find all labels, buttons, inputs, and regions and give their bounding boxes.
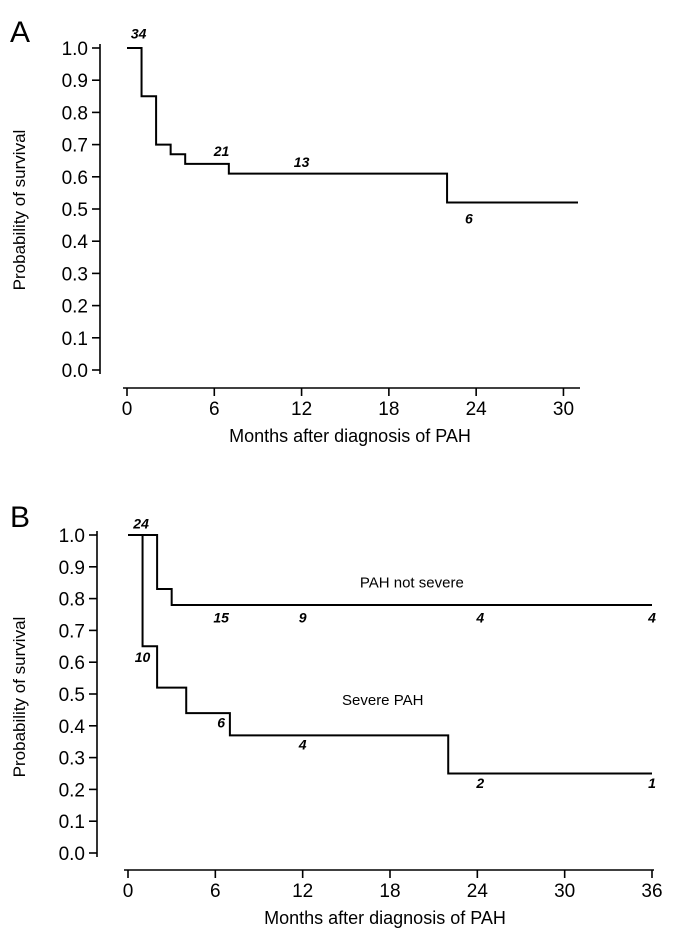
panel-a-x-tick-label: 24 [466, 399, 488, 420]
panel-b-y-tick-label: 0.7 [59, 621, 85, 642]
panel-a-x-tick-label: 30 [553, 399, 574, 420]
panel-b-y-tick-label: 0.2 [59, 780, 85, 801]
panel-b-x-axis-title: Months after diagnosis of PAH [264, 908, 506, 928]
panel-b-at-risk-label: 4 [647, 609, 656, 625]
panel-a-curves [127, 47, 578, 204]
panel-a-y-tick-label: 0.7 [62, 136, 88, 157]
panel-b-at-risk-label: 4 [475, 609, 484, 625]
panel-a-x-tick-label: 12 [291, 399, 312, 420]
panel-b: B Probability of survival Months after d… [10, 501, 663, 928]
panel-b-at-risk-label: 10 [135, 649, 151, 665]
panel-b-x-tick-label: 36 [641, 881, 662, 902]
panel-b-y-tick-label: 0.3 [59, 749, 85, 770]
panel-b-at-risk-label: 15 [213, 609, 229, 625]
panel-b-at-risk-label: 1 [648, 775, 656, 791]
panel-a-at-risk-label: 6 [465, 210, 473, 226]
panel-a-y-tick-label: 0.0 [62, 361, 88, 382]
panel-a-x-tick-label: 6 [209, 399, 220, 420]
panel-b-at-risk-label: 2 [475, 775, 484, 791]
panel-b-series-label-pah-not-severe: PAH not severe [360, 574, 464, 591]
panel-b-series-label-severe-pah: Severe PAH [342, 692, 423, 709]
panel-a-y-tick-label: 1.0 [62, 39, 88, 60]
panel-b-at-risk-label: 4 [298, 737, 307, 753]
panel-a-letter: A [10, 16, 30, 49]
panel-a-y-tick-label: 0.5 [62, 200, 88, 221]
panel-b-x-tick-label: 24 [467, 881, 489, 902]
panel-b-curves: PAH not severe Severe PAH [128, 534, 652, 775]
panel-a-y-tick-label: 0.9 [62, 71, 88, 92]
panel-a: A Probability of survival Months after d… [10, 16, 580, 446]
panel-a-y-tick-label: 0.4 [62, 232, 89, 253]
panel-a-at-risk-label: 13 [294, 154, 310, 170]
panel-b-x-tick-label: 6 [210, 881, 221, 902]
panel-b-at-risk-label: 9 [299, 609, 307, 625]
panel-a-at-risk-label: 34 [131, 25, 147, 41]
panel-b-at-risk-label: 24 [132, 516, 149, 532]
panel-a-y-tick-label: 0.2 [62, 297, 88, 318]
panel-a-y-tick-label: 0.1 [62, 329, 88, 350]
panel-b-survival-curve-pah-not-severe [128, 534, 652, 606]
panel-b-at-risk-label: 6 [217, 714, 225, 730]
panel-a-y-tick-label: 0.6 [62, 168, 88, 189]
panel-a-axes: 0.0 0.1 0.2 0.3 0.4 0.5 0.6 0.7 0.8 0.9 1.0 0 6 12 18 2… [62, 39, 580, 420]
panel-b-x-tick-label: 30 [554, 881, 575, 902]
panel-b-y-tick-label: 1.0 [59, 526, 85, 547]
panel-b-y-tick-label: 0.1 [59, 812, 85, 833]
panel-a-y-tick-label: 0.8 [62, 103, 88, 124]
panel-b-y-tick-label: 0.6 [59, 653, 85, 674]
panel-a-x-axis-title: Months after diagnosis of PAH [229, 426, 471, 446]
panel-b-y-axis-title: Probability of survival [10, 617, 29, 778]
panel-a-annotations: 34 21 13 6 [131, 25, 473, 226]
panel-b-x-tick-label: 12 [292, 881, 313, 902]
panel-a-survival-curve-overall [127, 47, 578, 204]
panel-a-y-axis-title: Probability of survival [10, 130, 29, 291]
panel-a-x-tick-label: 18 [378, 399, 399, 420]
panel-b-x-tick-label: 0 [123, 881, 134, 902]
panel-b-survival-curve-severe-pah [128, 534, 652, 775]
panel-b-y-tick-label: 0.8 [59, 590, 85, 611]
panel-b-axes: 0.00.10.20.30.40.50.60.70.80.91.00 6 12 18 2… [59, 526, 663, 902]
panel-b-x-tick-label: 18 [379, 881, 400, 902]
panel-a-x-tick-label: 0 [122, 399, 133, 420]
panel-a-at-risk-label: 21 [213, 143, 230, 159]
panel-a-y-tick-label: 0.3 [62, 264, 88, 285]
panel-b-y-tick-label: 0.0 [59, 844, 85, 865]
panel-b-y-tick-label: 0.4 [59, 717, 86, 738]
panel-b-annotations: 24 15 9 4 4 10 6 4 2 1 [132, 516, 656, 791]
panel-b-y-tick-label: 0.5 [59, 685, 85, 706]
panel-b-letter: B [10, 501, 30, 534]
panel-b-y-tick-label: 0.9 [59, 558, 85, 579]
